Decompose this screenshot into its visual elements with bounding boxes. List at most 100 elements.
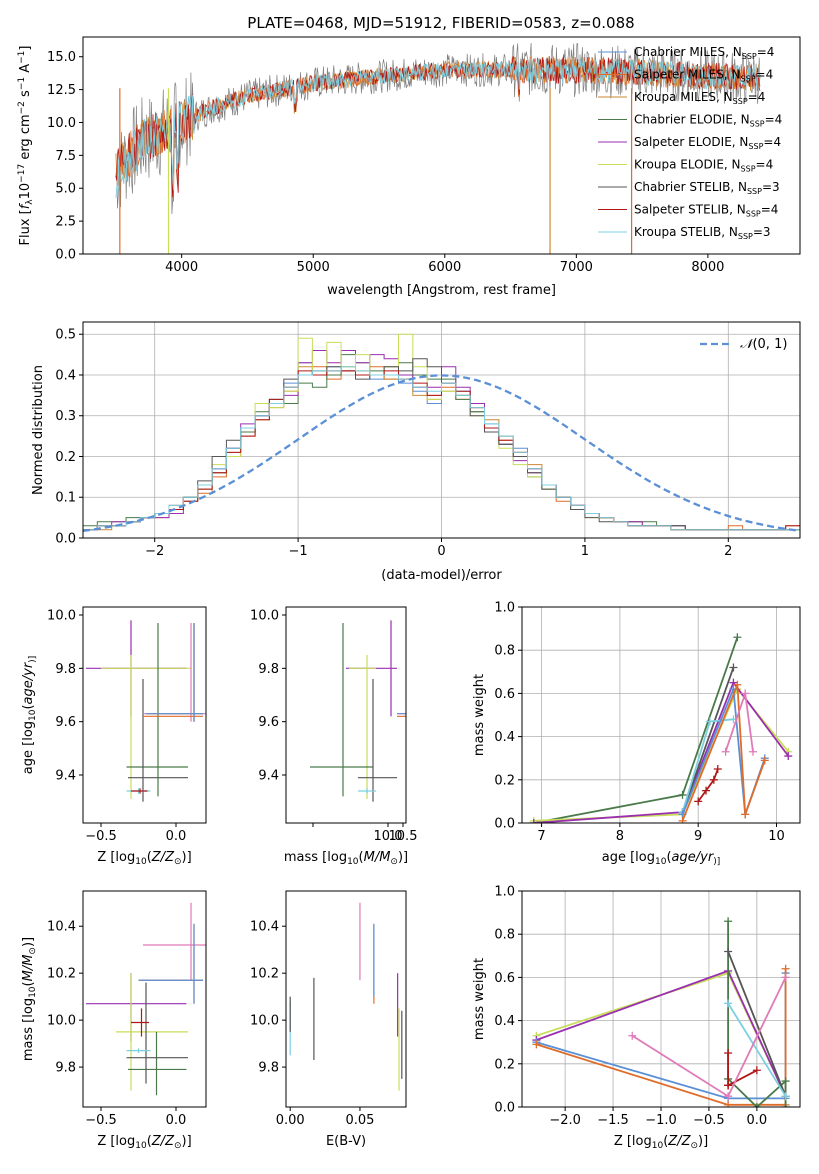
weight-marker — [529, 819, 538, 823]
weight-series-line — [727, 1053, 758, 1087]
y-tick-label: 0.4 — [494, 1014, 515, 1029]
legend-subscript: SSP — [733, 97, 748, 106]
y-tick-label: 10.0 — [47, 609, 76, 624]
legend-entry: Chabrier STELIB, NSSP=3 — [634, 180, 780, 196]
weight-marker — [724, 1100, 733, 1107]
weight-marker — [741, 810, 750, 819]
label-part: 10 — [347, 857, 359, 867]
y-tick-label: 10.0 — [47, 1014, 76, 1029]
spectrum-model-line — [115, 57, 761, 199]
y-tick-label: 0.0 — [55, 532, 76, 547]
y-tick-label: 10.0 — [250, 1014, 279, 1029]
errorbar-xlabel: Z [log10(Z/Z⊙)] — [97, 850, 191, 867]
y-tick-label: 9.8 — [258, 1061, 279, 1076]
y-tick-label: 5.0 — [55, 182, 76, 197]
x-tick-label: −2 — [145, 544, 164, 559]
x-tick-label: 0.05 — [345, 1113, 374, 1128]
legend-entry: Kroupa MILES, NSSP=4 — [634, 90, 765, 106]
x-tick-label: −0.5 — [693, 1113, 725, 1128]
label-part: f — [18, 202, 33, 209]
y-tick-label: 9.8 — [55, 662, 76, 677]
legend-text: Chabrier MILES, N — [634, 45, 742, 59]
label-part: 10 — [18, 183, 33, 200]
y-tick-label: 2.5 — [55, 215, 76, 230]
label-part: )] — [21, 937, 36, 947]
label-part: )] — [182, 850, 192, 865]
label-part: age [log — [602, 850, 655, 865]
y-tick-label: 0.2 — [494, 773, 515, 788]
histogram-xlabel: (data-model)/error — [381, 568, 502, 583]
label-part: ] — [18, 46, 33, 51]
weight-series-line — [727, 921, 787, 1107]
label-part: 10 — [28, 709, 38, 721]
figure-title: PLATE=0468, MJD=51912, FIBERID=0583, z=0… — [247, 14, 634, 32]
legend-text: Salpeter ELODIE, N — [634, 135, 748, 149]
label-part: erg cm — [18, 114, 33, 163]
weight-plot-area — [529, 633, 793, 823]
errorbar-axes-frame — [285, 890, 407, 1108]
legend-entry: Salpeter ELODIE, NSSP=4 — [634, 135, 781, 151]
errorbar-axes-frame — [82, 890, 207, 1108]
weight-marker — [628, 1031, 637, 1040]
spectrum-plot-area — [115, 42, 761, 254]
legend-entry: Kroupa STELIB, NSSP=3 — [634, 225, 771, 241]
weight-marker — [724, 917, 733, 926]
legend-suffix: =4 — [756, 158, 774, 172]
legend-entry: Kroupa ELODIE, NSSP=4 — [634, 158, 773, 174]
legend-suffix: =4 — [761, 203, 779, 217]
x-tick-label: 0.00 — [276, 1113, 305, 1128]
weight-marker — [733, 633, 742, 642]
weight-series-line — [727, 1002, 787, 1097]
y-tick-label: 10.0 — [250, 609, 279, 624]
weight-marker — [781, 1092, 790, 1101]
label-part: Z/Z — [151, 850, 175, 865]
y-tick-label: 0.2 — [55, 450, 76, 465]
label-part: Z/Z — [667, 1134, 691, 1149]
errorbar-plot-area — [86, 620, 206, 802]
x-tick-label: 6000 — [428, 260, 461, 275]
label-part: s — [18, 90, 33, 101]
weight-marker — [713, 765, 722, 773]
weight-marker — [709, 775, 718, 784]
x-tick-label: 2 — [724, 544, 732, 559]
label-part: age [log — [21, 721, 36, 774]
legend-suffix: =4 — [765, 113, 783, 127]
weight-marker — [781, 1103, 790, 1107]
label-part: 10 — [652, 1141, 664, 1151]
label-part: −1 — [17, 51, 27, 64]
x-tick-label: −0.5 — [85, 829, 117, 844]
weight-marker — [733, 680, 742, 689]
label-part: )] — [182, 1134, 192, 1149]
x-tick-label: 0.0 — [747, 1113, 768, 1128]
y-tick-label: 7.5 — [55, 149, 76, 164]
y-tick-label: 0.4 — [494, 730, 515, 745]
weight-xlabel: age [log10(age/yr)] — [602, 850, 720, 867]
label-part: M/M — [21, 955, 36, 982]
y-tick-label: 9.6 — [55, 715, 76, 730]
y-tick-label: 9.6 — [258, 715, 279, 730]
errorbar-xlabel: mass [log10(M/M⊙)] — [284, 850, 408, 867]
label-part: ( — [147, 850, 152, 865]
label-part: ( — [21, 981, 36, 986]
x-tick-label: −1.0 — [645, 1113, 677, 1128]
y-tick-label: 9.4 — [258, 769, 279, 784]
weight-marker — [702, 786, 711, 795]
x-tick-label: 10 — [768, 829, 785, 844]
weight-series-line — [681, 684, 766, 822]
weight-marker — [781, 1077, 790, 1086]
legend-entry: Salpeter MILES, NSSP=4 — [634, 68, 773, 84]
y-tick-label: 0.4 — [55, 368, 76, 383]
y-tick-label: 0.0 — [55, 248, 76, 263]
weight-series-line — [681, 667, 735, 813]
label-part: −1 — [17, 77, 27, 90]
label-part: A — [18, 64, 33, 77]
label-part: age/yr — [21, 661, 36, 704]
errorbar-plot-area — [310, 620, 406, 802]
weight-marker — [752, 1103, 761, 1107]
label-part: ⊙ — [28, 947, 38, 955]
legend-suffix: =4 — [748, 90, 766, 104]
label-part: )] — [28, 656, 38, 663]
errorbar-plot-area — [289, 902, 403, 1091]
weight-marker — [724, 999, 733, 1008]
weight-series-line — [697, 768, 719, 802]
